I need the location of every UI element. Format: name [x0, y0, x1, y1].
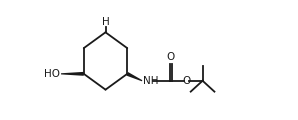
Text: O: O	[182, 76, 190, 86]
Polygon shape	[126, 72, 142, 81]
Polygon shape	[61, 72, 84, 76]
Text: H: H	[102, 17, 109, 27]
Text: O: O	[167, 52, 175, 62]
Text: HO: HO	[44, 69, 60, 79]
Text: NH: NH	[143, 76, 159, 86]
